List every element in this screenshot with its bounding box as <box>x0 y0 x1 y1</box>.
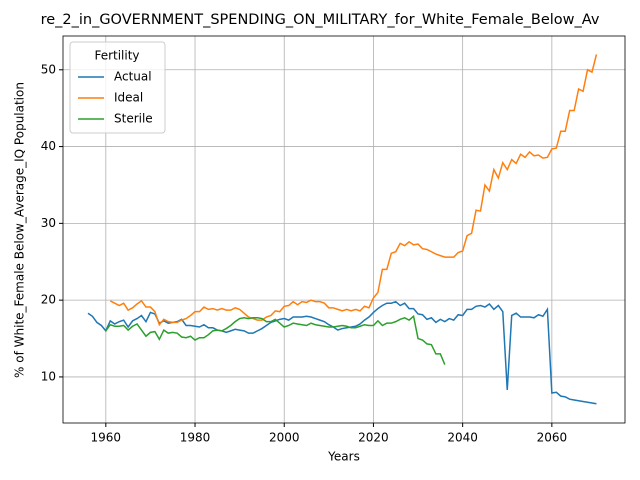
legend-label: Ideal <box>114 91 143 105</box>
x-tick-label: 1960 <box>91 431 122 445</box>
line-series <box>109 54 598 327</box>
y-tick-label: 50 <box>41 62 56 76</box>
legend: Fertility Actual Ideal Sterile <box>69 41 166 134</box>
legend-label: Actual <box>114 70 152 84</box>
legend-title: Fertility <box>94 49 139 63</box>
y-tick-label: 20 <box>41 293 56 307</box>
y-axis-label: % of White_Female Below_Average_IQ Popul… <box>13 82 27 378</box>
y-tick-label: 10 <box>41 369 56 383</box>
x-tick-label: 2060 <box>537 431 568 445</box>
line-series <box>105 314 446 365</box>
x-tick-label: 1980 <box>180 431 211 445</box>
x-tick-label: 2000 <box>269 431 300 445</box>
x-axis-label: Years <box>327 450 360 464</box>
x-tick-label: 2020 <box>358 431 389 445</box>
plot-frame <box>62 35 626 424</box>
y-tick-label: 40 <box>41 139 56 153</box>
chart-title: re_2_in_GOVERNMENT_SPENDING_ON_MILITARY_… <box>41 12 600 28</box>
legend-box <box>69 41 166 134</box>
y-tick-label: 30 <box>41 216 56 230</box>
x-tick-label: 2040 <box>447 431 478 445</box>
legend-label: Sterile <box>114 112 153 126</box>
